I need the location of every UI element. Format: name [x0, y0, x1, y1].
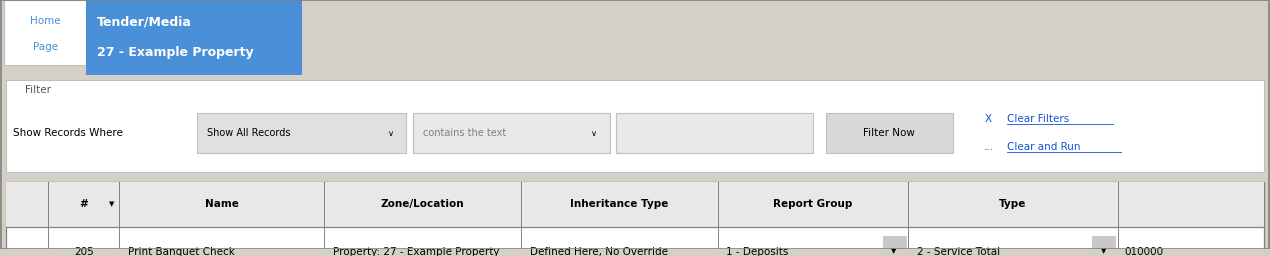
Text: Tender/Media: Tender/Media	[97, 16, 192, 29]
Text: Property: 27 - Example Property: Property: 27 - Example Property	[333, 247, 499, 256]
Text: 205: 205	[74, 247, 94, 256]
Text: #: #	[80, 199, 88, 209]
Text: ...: ...	[984, 142, 994, 152]
Bar	[86, 0, 302, 75]
Bar	[0, 0, 1270, 75]
Text: contains the text: contains the text	[423, 128, 507, 138]
Text: Home: Home	[29, 16, 61, 26]
Text: ▼: ▼	[109, 201, 114, 207]
Bar	[4, 0, 86, 65]
Text: Zone/Location: Zone/Location	[381, 199, 464, 209]
Text: Defined Here, No Override: Defined Here, No Override	[530, 247, 668, 256]
Text: 2 - Service Total: 2 - Service Total	[917, 247, 999, 256]
Text: X: X	[984, 114, 992, 124]
Text: Filter Now: Filter Now	[864, 128, 914, 138]
Text: Print Banquet Check: Print Banquet Check	[128, 247, 235, 256]
Text: ∨: ∨	[389, 129, 394, 137]
Bar	[6, 182, 1264, 256]
Text: Page: Page	[33, 41, 57, 51]
Bar	[413, 113, 610, 153]
Text: Clear and Run: Clear and Run	[1007, 142, 1081, 152]
Text: ∨: ∨	[592, 129, 597, 137]
Text: ▼: ▼	[1101, 249, 1106, 254]
Bar	[616, 113, 813, 153]
Text: Name: Name	[204, 199, 239, 209]
Text: Show All Records: Show All Records	[207, 128, 291, 138]
Text: 010000: 010000	[1124, 247, 1163, 256]
Bar	[883, 236, 906, 256]
Text: Filter: Filter	[25, 84, 51, 94]
Text: Clear Filters: Clear Filters	[1007, 114, 1069, 124]
Bar	[826, 113, 952, 153]
Bar	[6, 80, 1264, 172]
Text: 1 - Deposits: 1 - Deposits	[726, 247, 789, 256]
Text: Show Records Where: Show Records Where	[13, 128, 123, 138]
Text: Inheritance Type: Inheritance Type	[570, 199, 668, 209]
Text: 27 - Example Property: 27 - Example Property	[97, 46, 253, 59]
Bar	[197, 113, 406, 153]
Text: Report Group: Report Group	[773, 199, 852, 209]
Bar	[1092, 236, 1115, 256]
Text: ▼: ▼	[892, 249, 897, 254]
Bar	[6, 182, 1264, 227]
Text: Type: Type	[999, 199, 1026, 209]
